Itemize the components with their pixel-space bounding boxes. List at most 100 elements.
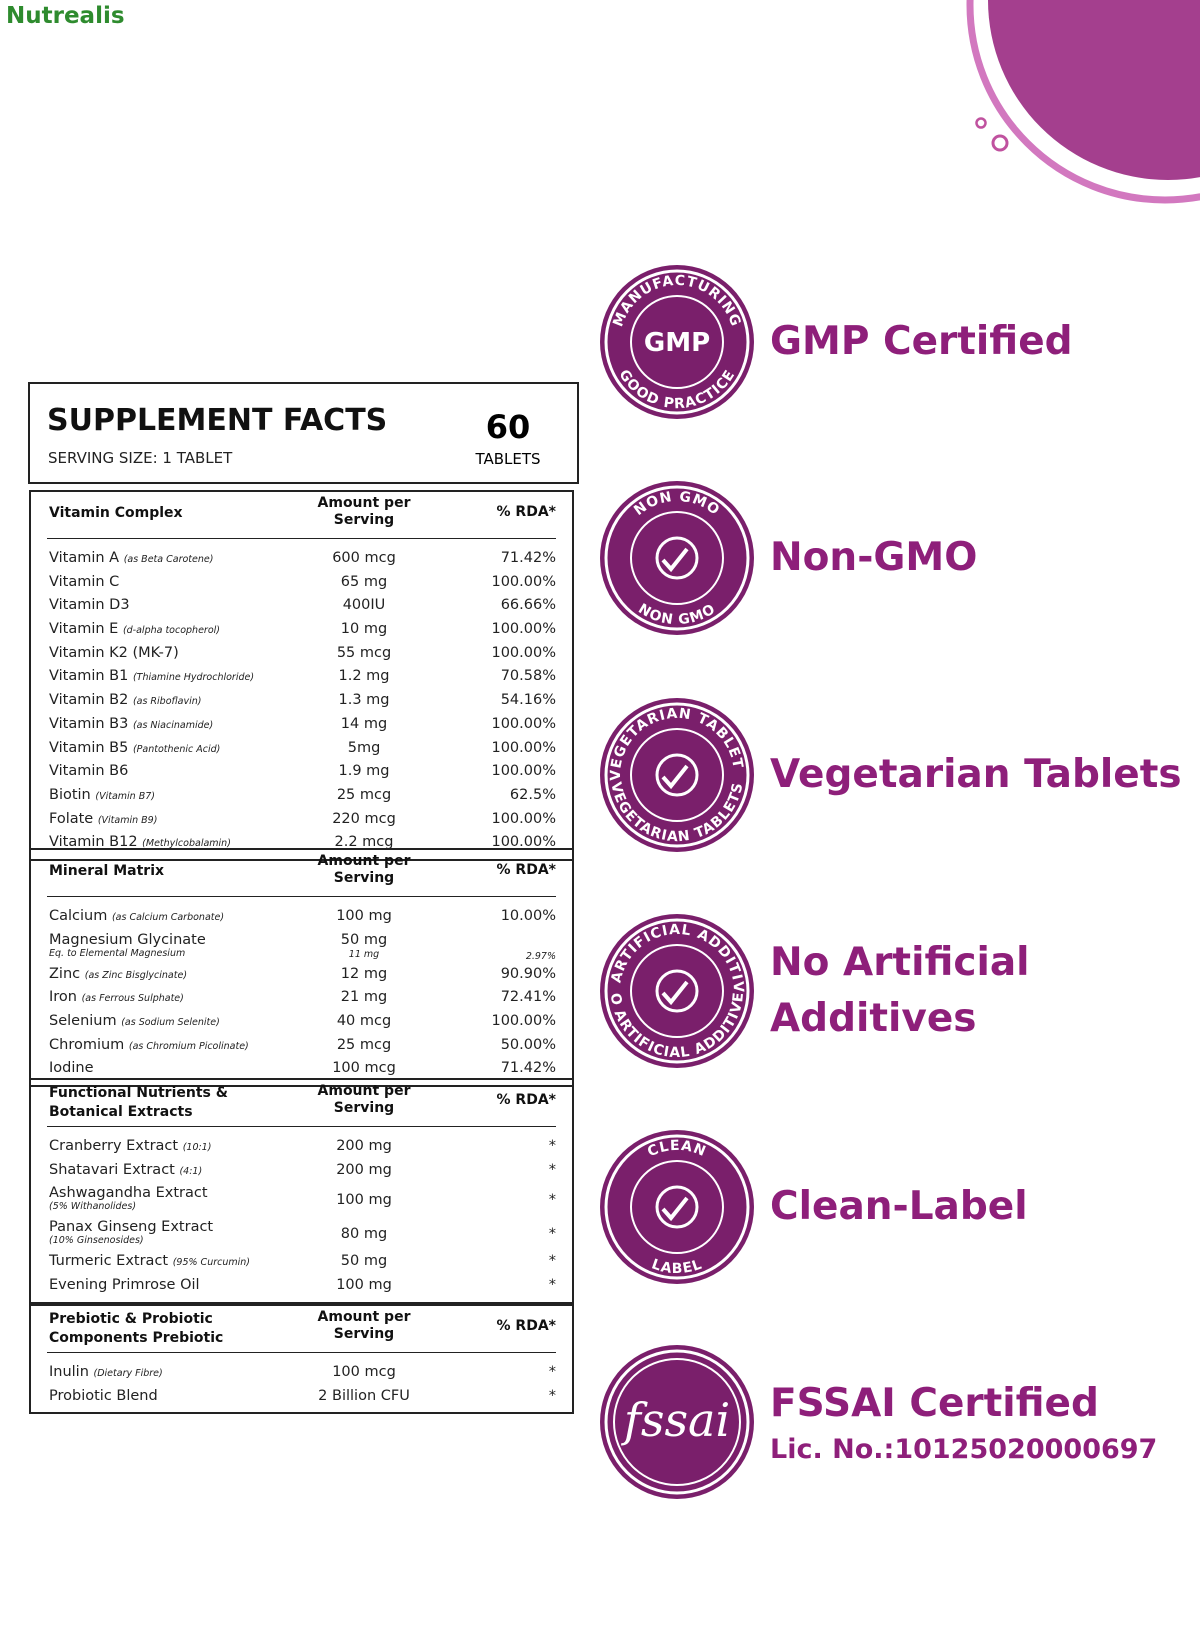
spacer [31,1127,572,1135]
facts-row: Turmeric Extract (95% Curcumin) 50 mg * [47,1250,556,1274]
ingredient-name: Iron [49,989,77,1006]
badge-core [630,728,724,822]
ring-bottom: LABEL [649,1256,703,1277]
ingredient: Calcium (as Calcium Carbonate) [49,908,224,924]
ingredient: Selenium (as Sodium Selenite) [49,1013,220,1029]
rda: * [548,1387,556,1404]
badge-icon [655,969,699,1013]
badge-icon [661,547,689,573]
rda: 70.58% [500,668,556,685]
ingredient-sub: (5% Withanolides) [49,1201,137,1213]
facts-row: Probiotic Blend 2 Billion CFU * [47,1385,556,1409]
badge-icon [661,980,689,1006]
badge-label: Lic. No.:10125020000697 [770,1434,1158,1465]
ingredient-name: Shatavari Extract [49,1161,175,1178]
facts-row: Magnesium Glycinate Eq. to Elemental Magn… [47,929,556,963]
ingredient-note: (as Ferrous Sulphate) [81,993,184,1005]
rda-header: % RDA* [496,504,556,520]
facts-row: Biotin (Vitamin B7) 25 mcg 62.5% [47,784,556,808]
rda: 2.97% [525,950,556,962]
ingredient-note: (as Zinc Bisglycinate) [84,969,188,981]
facts-row: Shatavari Extract (4:1) 200 mg * [47,1159,556,1183]
facts-section: Prebiotic & Probiotic Components Prebiot… [29,1304,574,1415]
amount: 100 mg [336,1277,392,1294]
ingredient-note: (Vitamin B7) [95,790,155,802]
ingredient: Iron (as Ferrous Sulphate) [49,989,184,1005]
spacer [31,1408,572,1412]
ingredient-name: Vitamin B6 [49,763,129,780]
ingredient: Inulin (Dietary Fibre) [49,1364,163,1380]
ingredient-note: (Vitamin B9) [97,814,158,826]
amount: 200 mg [336,1161,392,1178]
amount: 1.2 mg [338,668,390,685]
amount: 65 mg [340,573,388,590]
amount-header: Amount per Serving [317,495,411,528]
ingredient-name: Vitamin C [49,573,120,590]
rda-header: % RDA* [496,1092,556,1108]
ingredient: Vitamin E (d-alpha tocopherol) [49,621,220,637]
facts-title: SUPPLEMENT FACTS [47,403,388,438]
rda: 72.41% [500,989,556,1006]
badge-label: GMP Certified [770,319,1073,364]
badge-icon [655,753,699,797]
logo: Nutrealis [6,3,125,29]
ingredient: Probiotic Blend [49,1388,158,1404]
badge-inner-ring [604,269,750,415]
amount: 25 mcg [336,1036,392,1053]
badge-core [613,1358,741,1486]
facts-row: Selenium (as Sodium Selenite) 40 mcg 100.0… [47,1010,556,1034]
rda: * [548,1192,556,1209]
amount: 5mg [347,739,381,756]
rda: 62.5% [509,786,556,803]
badge-label: FSSAI Certified [770,1381,1099,1426]
count: 60 [485,408,531,446]
amount-header: Amount per Serving [317,1083,411,1116]
rda: 54.16% [500,692,556,709]
ingredient-note: (as Niacinamide) [132,719,214,731]
facts-row: Ashwagandha Extract (5% Withanolides) 100 … [47,1182,556,1216]
badge-inner-ring [604,485,750,631]
rda: 90.90% [500,965,556,982]
spacer [31,1353,572,1361]
facts-row: Folate (Vitamin B9) 220 mcg 100.00% [47,808,556,832]
ingredient: Vitamin D3 [49,597,130,613]
facts-row: Vitamin D3 400IU 66.66% [47,594,556,618]
badge-label: Additives [770,996,977,1041]
ingredient-name: Calcium [49,908,108,924]
ingredient-name: Chromium [49,1036,125,1053]
amount: 55 mcg [336,644,392,661]
facts-row: Chromium (as Chromium Picolinate) 25 mcg 5… [47,1034,556,1058]
spacer [31,897,572,905]
rda-header: % RDA* [496,1318,556,1334]
ingredient: Turmeric Extract (95% Curcumin) [49,1253,250,1269]
ingredient-note: (as Beta Carotene) [123,554,214,565]
amount: 1.9 mg [338,763,390,780]
ingredient-name: Ashwagandha Extract [49,1185,208,1202]
facts-row: Vitamin E (d-alpha tocopherol) 10 mg 100.0… [47,618,556,642]
badge-ring [600,1345,754,1499]
ingredient-sub: (10% Ginsenosides) [49,1235,144,1247]
badge-label: Non-GMO [770,535,978,580]
amount: 80 mg [340,1226,388,1243]
ingredient-name: Biotin [49,786,91,803]
rda: * [548,1161,556,1178]
ingredient-name: Evening Primrose Oil [49,1277,200,1294]
amount: 100 mg [336,908,392,924]
ingredient-note: (10:1) [182,1142,212,1153]
ingredient: Vitamin B12 (Methylcobalamin) [49,834,231,850]
rda: 100.00% [491,810,556,827]
facts-row: Vitamin B1 (Thiamine Hydrochloride) 1.2 m… [47,665,556,689]
ingredient-name: Iodine [49,1060,94,1077]
facts-row: Vitamin B5 (Pantothenic Acid) 5mg 100.00% [47,737,556,761]
amount: 100 mcg [332,1060,396,1077]
amount: 40 mcg [336,1013,392,1030]
ingredient: Shatavari Extract (4:1) [49,1162,202,1178]
amount: 400IU [342,597,386,614]
amount: 1.3 mg [338,692,390,709]
facts-row: Vitamin K2 (MK-7) 55 mcg 100.00% [47,642,556,666]
ingredient-name: Vitamin K2 (MK-7) [49,644,179,661]
badge-icon [655,1185,699,1229]
ingredient: Vitamin B6 [49,763,128,779]
